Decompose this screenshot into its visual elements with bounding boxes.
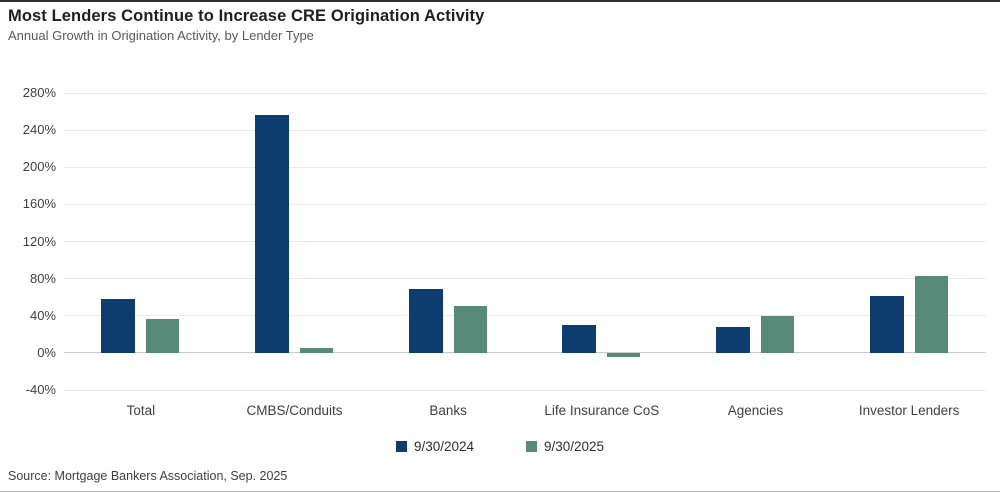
legend-swatch-icon — [395, 441, 407, 452]
legend-swatch-icon — [526, 441, 537, 452]
bar-9-30-2025-cmbs-conduits — [300, 348, 333, 353]
bar-9-30-2025-banks — [453, 305, 487, 353]
y-tick-label: 200% — [22, 159, 56, 175]
y-tick-label: -40% — [25, 382, 56, 397]
x-axis-label: Banks — [429, 403, 467, 418]
bar-9-30-2024-investor-lenders — [869, 296, 904, 353]
bar-9-30-2025-investor-lenders — [914, 275, 948, 353]
x-axis-label: Life Insurance CoS — [544, 403, 660, 418]
bar-9-30-2024-banks — [408, 288, 443, 353]
y-tick-label: 160% — [22, 196, 56, 212]
y-tick-label: 120% — [22, 233, 56, 249]
gridline — [64, 389, 986, 391]
y-tick-label: 240% — [22, 122, 56, 138]
x-axis-label: Agencies — [727, 403, 784, 418]
y-tick-label: 80% — [29, 270, 56, 286]
bar-9-30-2025-total — [146, 319, 180, 353]
bar-9-30-2025-life-insurance-cos — [607, 352, 641, 357]
legend-item: 9/30/2024 — [395, 439, 474, 454]
y-axis: 280% 240% 200% 160% 120% 80% 40% 0% -40% — [0, 85, 56, 397]
legend: 9/30/2024 9/30/2025 — [0, 439, 1000, 454]
gridline — [64, 315, 986, 317]
gridline — [64, 241, 986, 242]
y-tick-label: 0% — [37, 344, 56, 360]
legend-label: 9/30/2024 — [413, 439, 474, 454]
gridline — [64, 129, 986, 131]
gridline — [64, 278, 986, 280]
legend-label: 9/30/2025 — [544, 439, 605, 454]
x-axis-label: Investor Lenders — [858, 403, 960, 418]
gridline — [64, 92, 986, 94]
legend-item: 9/30/2025 — [526, 439, 604, 454]
chart-subtitle: Annual Growth in Origination Activity, b… — [8, 28, 314, 43]
x-axis-label: CMBS/Conduits — [246, 403, 343, 418]
bar-9-30-2025-agencies — [761, 315, 794, 353]
gridline-baseline — [64, 352, 986, 354]
y-tick-label: 40% — [29, 307, 56, 323]
chart-title: Most Lenders Continue to Increase CRE Or… — [8, 7, 485, 25]
bar-9-30-2024-cmbs-conduits — [255, 115, 289, 353]
bar-9-30-2024-agencies — [716, 326, 750, 353]
source-note: Source: Mortgage Bankers Association, Se… — [8, 469, 288, 483]
plot-area — [64, 92, 986, 391]
y-tick-label: 280% — [22, 85, 56, 100]
x-axis-label: Total — [126, 403, 156, 418]
x-axis: Total CMBS/Conduits Banks Life Insurance Co… — [64, 403, 986, 421]
bar-9-30-2024-total — [101, 299, 136, 353]
gridline — [64, 166, 986, 168]
gridline — [64, 203, 986, 205]
bar-9-30-2024-life-insurance-cos — [562, 325, 597, 353]
